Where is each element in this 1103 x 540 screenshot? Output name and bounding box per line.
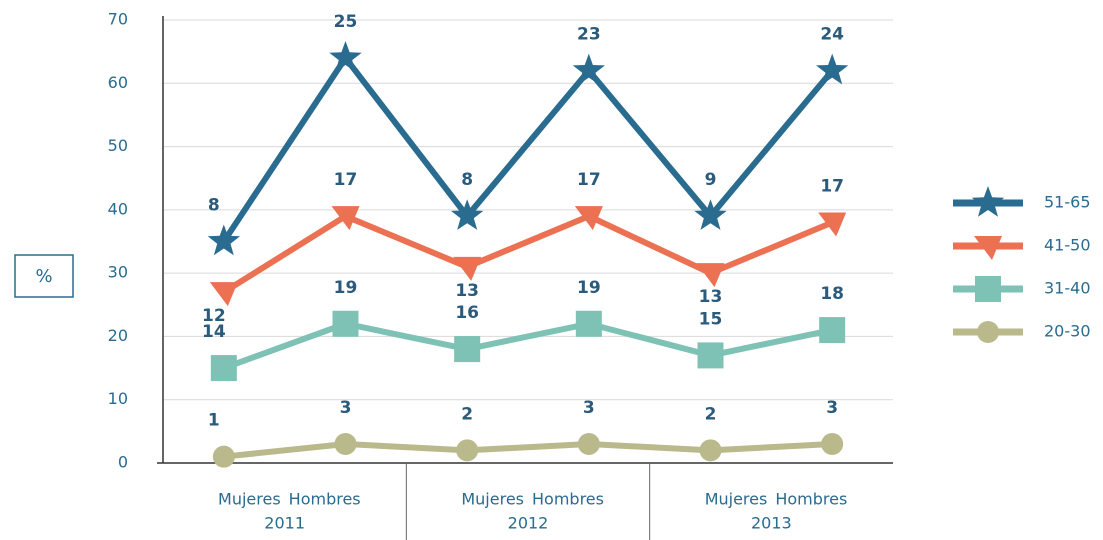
data-label: 3 [583, 398, 595, 418]
y-tick-label: 50 [108, 136, 128, 155]
x-tick-label: Mujeres [218, 490, 281, 509]
point [331, 206, 360, 231]
point [816, 53, 849, 85]
y-tick-label: 30 [108, 263, 128, 282]
point [696, 263, 725, 288]
point [818, 212, 847, 237]
point [821, 433, 844, 456]
point [456, 439, 479, 462]
point [207, 224, 240, 256]
legend-label: 51-65 [1044, 193, 1091, 212]
legend-marker [971, 186, 1005, 217]
point [575, 310, 602, 337]
data-label: 12 [202, 306, 226, 326]
data-label: 13 [455, 281, 479, 301]
data-label: 19 [334, 278, 358, 298]
data-label: 8 [208, 196, 220, 216]
group-label: 2011 [264, 514, 305, 533]
series-line [222, 212, 834, 295]
data-label: 14 [202, 322, 226, 342]
x-tick-label: Hombres [532, 490, 604, 509]
y-tick-label: 20 [108, 326, 128, 345]
x-tick-label: Hombres [775, 490, 847, 509]
y-axis-label: % [35, 266, 52, 287]
data-label: 9 [705, 170, 717, 190]
point [819, 317, 846, 344]
data-label: 24 [820, 25, 844, 45]
legend-marker [974, 236, 1002, 260]
point [454, 336, 481, 363]
group-label: 2012 [508, 514, 549, 533]
series-line [221, 52, 835, 244]
group-label: 2013 [751, 514, 792, 533]
data-label: 17 [334, 170, 358, 190]
data-label: 25 [334, 12, 358, 32]
legend-label: 41-50 [1044, 236, 1091, 255]
point [451, 199, 484, 230]
point [210, 355, 237, 382]
data-label: 23 [577, 25, 601, 45]
point [212, 445, 235, 468]
data-label: 13 [699, 287, 723, 307]
series-line [222, 320, 833, 371]
point [209, 282, 238, 307]
x-tick-label: Mujeres [461, 490, 524, 509]
point [574, 206, 603, 231]
x-tick-label: Mujeres [705, 490, 768, 509]
legend-marker [977, 321, 999, 343]
data-label: 3 [340, 398, 352, 418]
legend-label: 20-30 [1044, 322, 1091, 341]
data-label: 17 [820, 177, 844, 197]
data-label: 3 [826, 398, 838, 418]
data-label: 8 [461, 170, 473, 190]
point [694, 199, 727, 230]
data-label: 19 [577, 278, 601, 298]
data-label: 15 [699, 309, 723, 329]
legend-label: 31-40 [1044, 279, 1091, 298]
point [577, 433, 600, 456]
y-tick-label: 60 [108, 73, 128, 92]
point [332, 310, 359, 337]
point [572, 53, 605, 85]
data-label: 18 [820, 284, 844, 304]
point [697, 342, 724, 369]
data-label: 2 [705, 404, 717, 424]
data-label: 17 [577, 170, 601, 190]
ylabel-box [14, 254, 74, 298]
y-tick-label: 0 [118, 453, 128, 472]
legend-marker [975, 276, 1001, 302]
point [699, 439, 722, 462]
data-label: 1 [208, 411, 220, 431]
point [334, 433, 357, 456]
y-tick-label: 70 [108, 10, 128, 29]
y-tick-label: 40 [108, 199, 128, 218]
data-label: 16 [455, 303, 479, 323]
y-tick-label: 10 [108, 389, 128, 408]
point [329, 41, 362, 72]
x-tick-label: Hombres [289, 490, 361, 509]
point [453, 256, 482, 281]
series-line [223, 441, 833, 460]
data-label: 2 [461, 404, 473, 424]
